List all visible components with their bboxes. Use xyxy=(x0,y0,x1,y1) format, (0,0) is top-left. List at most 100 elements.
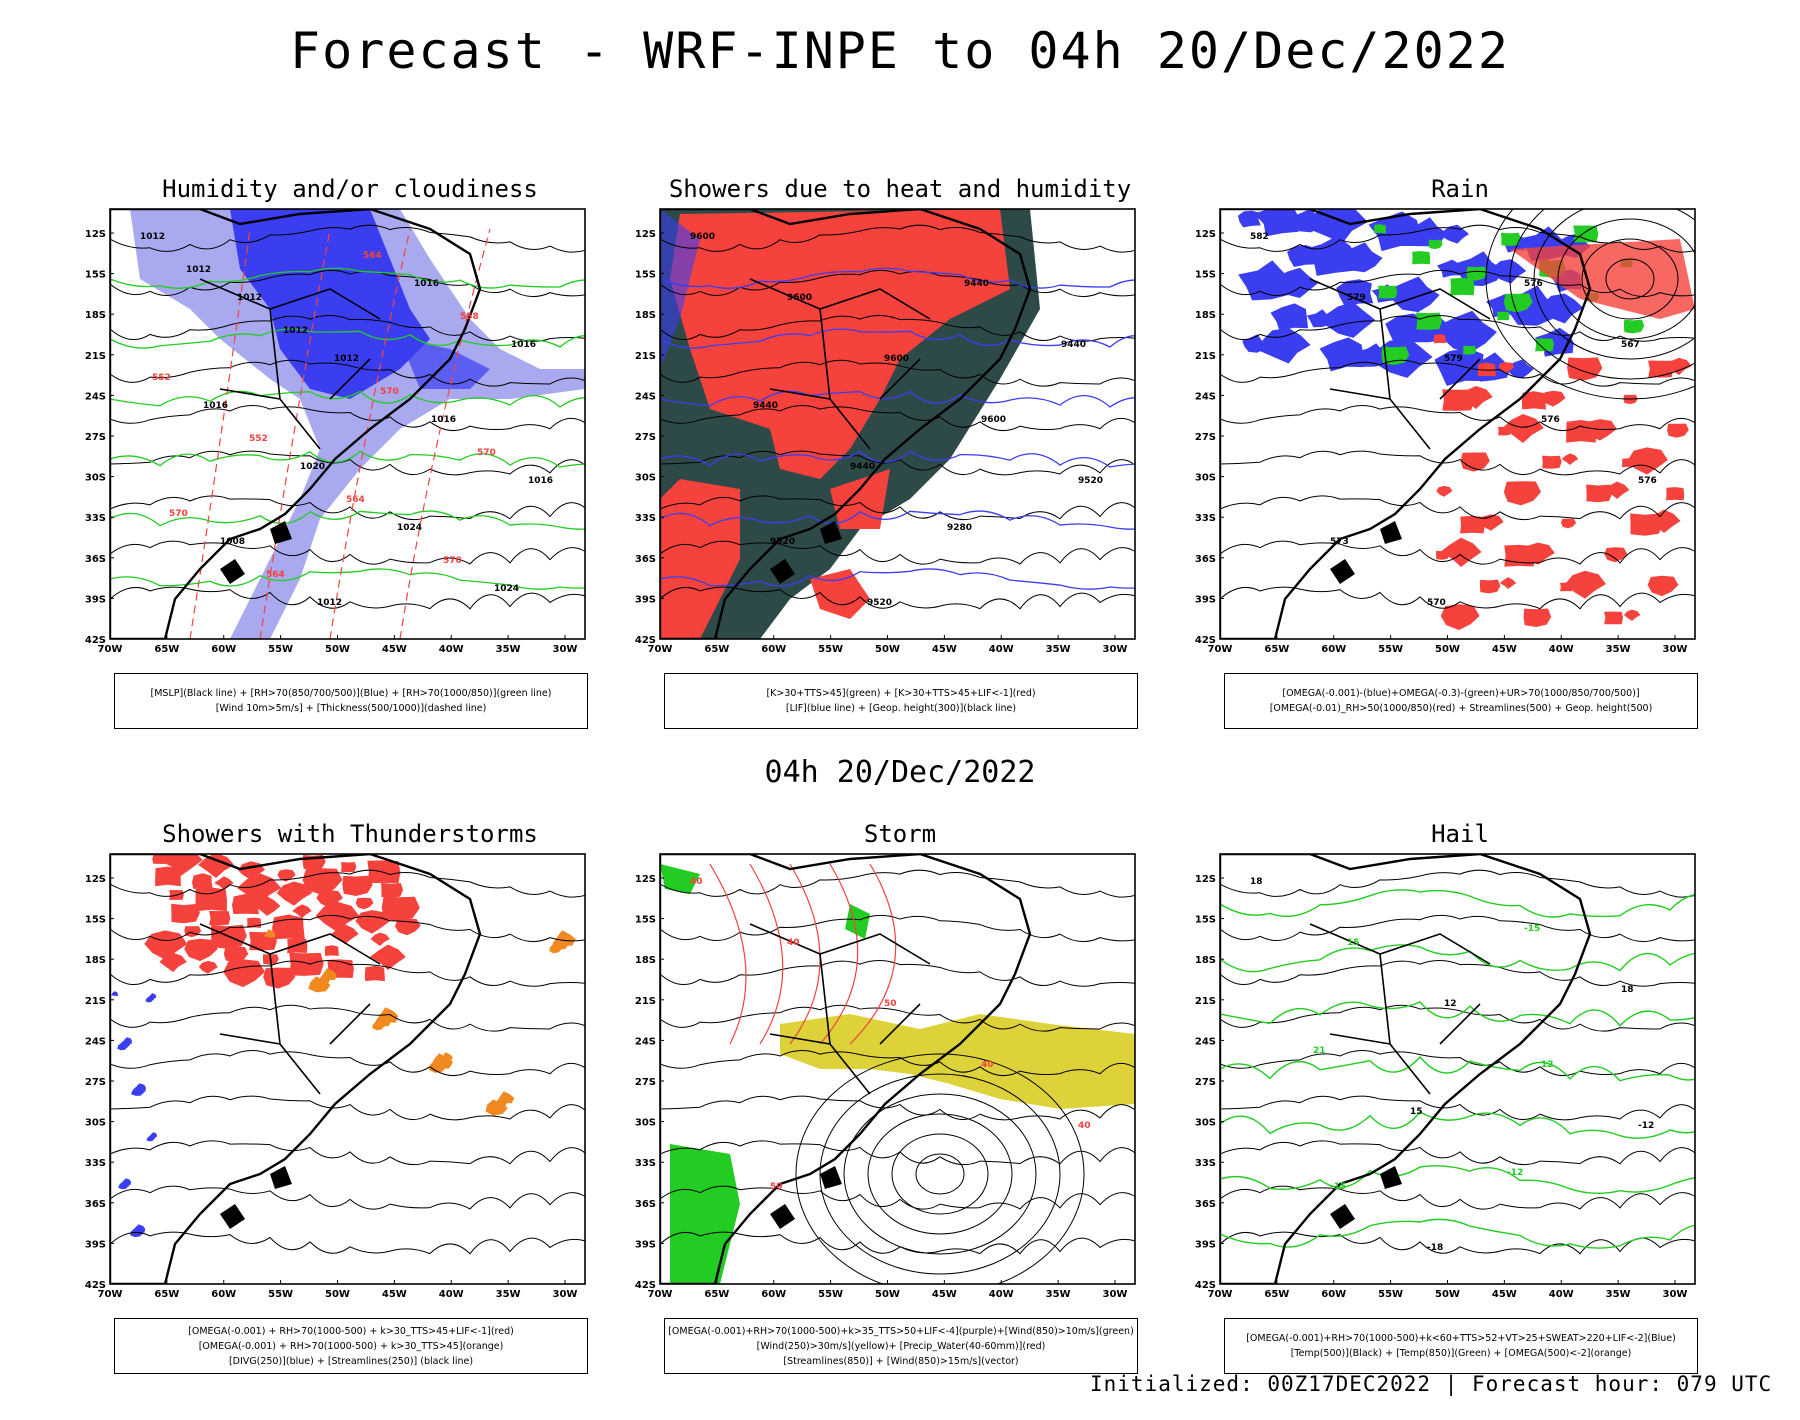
lon-label: 30W xyxy=(1103,644,1128,655)
lat-label: 36S xyxy=(635,554,656,565)
contour-label: 40 xyxy=(981,1060,994,1070)
lon-label: 70W xyxy=(648,1289,673,1300)
contour-label: 9520 xyxy=(867,598,892,608)
map-hail: 18 15 12 12 -12 -15 -18 -15 18 21 15 -12 12S 15S 18S 21… xyxy=(1195,853,1696,1300)
lat-label: 36S xyxy=(1195,554,1216,565)
panel-title: Humidity and/or cloudiness xyxy=(162,175,538,203)
lat-label: 15S xyxy=(85,270,106,281)
contour-label: 9600 xyxy=(981,415,1006,425)
lat-label: 24S xyxy=(635,391,656,402)
legend-rain: [OMEGA(-0.001)-(blue)+OMEGA(-0.3)-(green… xyxy=(1224,673,1698,729)
lat-label: 24S xyxy=(85,391,106,402)
contour-label: 1016 xyxy=(203,401,228,411)
contour-label: 567 xyxy=(1621,340,1640,350)
lat-label: 24S xyxy=(1195,391,1216,402)
lat-label: 33S xyxy=(85,1158,106,1169)
contour-label: 15 xyxy=(1410,1107,1423,1117)
lon-label: 50W xyxy=(1435,644,1460,655)
lat-label: 15S xyxy=(635,270,656,281)
panel-title: Rain xyxy=(1431,175,1489,203)
lat-label: 21S xyxy=(1195,996,1216,1007)
lat-label: 30S xyxy=(1195,1118,1216,1129)
lon-label: 65W xyxy=(154,644,179,655)
lat-label: 18S xyxy=(1195,310,1216,321)
legend-thunderstorms: [OMEGA(-0.001) + RH>70(1000-500) + k>30_… xyxy=(114,1318,588,1374)
contour-label: 18 xyxy=(1250,877,1263,887)
contour-label: 576 xyxy=(1638,476,1657,486)
lon-label: 55W xyxy=(1378,1289,1403,1300)
lon-label: 60W xyxy=(211,1289,236,1300)
lon-label: 65W xyxy=(1264,1289,1289,1300)
lon-label: 60W xyxy=(1321,1289,1346,1300)
lon-label: 65W xyxy=(1264,644,1289,655)
lat-label: 39S xyxy=(635,594,656,605)
contour-label: 9600 xyxy=(690,232,715,242)
lon-label: 60W xyxy=(761,644,786,655)
legend-line: [LIF](blue line) + [Geop. height(300)](b… xyxy=(785,703,1017,714)
contour-label: 579 xyxy=(1444,354,1463,364)
contour-label: 570 xyxy=(477,448,496,458)
contour-label: 40 xyxy=(787,938,800,948)
contour-label: 1016 xyxy=(431,415,456,425)
contour-label: -12 xyxy=(1507,1168,1523,1178)
lat-label: 36S xyxy=(635,1199,656,1210)
lat-label: 12S xyxy=(1195,229,1216,240)
lat-label: 12S xyxy=(85,874,106,885)
lon-label: 55W xyxy=(1378,644,1403,655)
legend-line: [OMEGA(-0.001) + RH>70(1000-500) + k>30_… xyxy=(188,1325,514,1337)
panel-showers-heat: Showers due to heat and humidity 9600 9600… xyxy=(620,175,1180,775)
lon-label: 30W xyxy=(553,1289,578,1300)
contour-label: 1008 xyxy=(220,537,245,547)
lon-label: 70W xyxy=(1208,1289,1233,1300)
contour-label: 1012 xyxy=(334,354,359,364)
lon-label: 45W xyxy=(932,644,957,655)
lon-label: 70W xyxy=(648,644,673,655)
contour-label: 1012 xyxy=(317,598,342,608)
lat-label: 30S xyxy=(85,473,106,484)
lat-label: 42S xyxy=(85,1280,106,1291)
legend-line: [DIVG(250)](blue) + [Streamlines(250)] (… xyxy=(228,1355,474,1367)
contour-label: 564 xyxy=(363,251,382,261)
lon-label: 55W xyxy=(268,1289,293,1300)
lon-label: 65W xyxy=(704,1289,729,1300)
contour-label: 1016 xyxy=(511,340,536,350)
lat-label: 42S xyxy=(1195,635,1216,646)
panel-thunderstorms: Showers with Thunderstorms 12S 15S 18S 21S 24… xyxy=(70,820,630,1420)
lon-label: 45W xyxy=(1492,1289,1517,1300)
lon-label: 50W xyxy=(875,1289,900,1300)
lon-label: 65W xyxy=(704,644,729,655)
contour-label: 18 xyxy=(1621,985,1634,995)
contour-label: 21 xyxy=(1313,1046,1326,1056)
legend-line: [K>30+TTS>45](green) + [K>30+TTS>45+LIF<… xyxy=(766,688,1036,699)
lon-label: 45W xyxy=(932,1289,957,1300)
lon-label: 40W xyxy=(1549,644,1574,655)
contour-label: 570 xyxy=(1427,598,1446,608)
lat-label: 12S xyxy=(635,229,656,240)
contour-label: 1020 xyxy=(300,462,325,472)
lat-label: 15S xyxy=(635,915,656,926)
lon-label: 50W xyxy=(875,644,900,655)
map-humidity: 1012 1012 1012 1016 1016 1008 1012 1016 1016 1016… xyxy=(85,208,586,655)
lon-label: 35W xyxy=(1046,644,1071,655)
lat-label: 42S xyxy=(635,635,656,646)
panel-humidity: Humidity and/or cloudiness 1012 1012 1012 10… xyxy=(70,175,630,775)
contour-label: 570 xyxy=(169,509,188,519)
legend-line: [Wind(250)>30m/s](yellow)+ [Precip_Water… xyxy=(756,1340,1046,1352)
contour-label: 40 xyxy=(1078,1121,1091,1131)
lon-label: 70W xyxy=(1208,644,1233,655)
panel-hail: Hail 18 15 12 12 -12 -15 -18 -15 18 21 15 -12 12S 15S 1… xyxy=(1180,820,1740,1420)
lat-label: 21S xyxy=(635,351,656,362)
contour-label: 15 xyxy=(1347,938,1360,948)
contour-label: 576 xyxy=(1541,415,1560,425)
contour-label: 552 xyxy=(152,373,171,383)
lat-label: 39S xyxy=(1195,594,1216,605)
lon-label: 50W xyxy=(325,1289,350,1300)
contour-label: 573 xyxy=(1330,537,1349,547)
legend-hail: [OMEGA(-0.001)+RH>70(1000-500)+k<60+TTS>… xyxy=(1224,1318,1698,1374)
lon-label: 30W xyxy=(1663,1289,1688,1300)
lon-label: 60W xyxy=(211,644,236,655)
lon-label: 40W xyxy=(439,1289,464,1300)
lat-label: 27S xyxy=(85,1077,106,1088)
lat-label: 39S xyxy=(1195,1239,1216,1250)
legend-line: [OMEGA(-0.001)-(blue)+OMEGA(-0.3)-(green… xyxy=(1282,688,1640,699)
